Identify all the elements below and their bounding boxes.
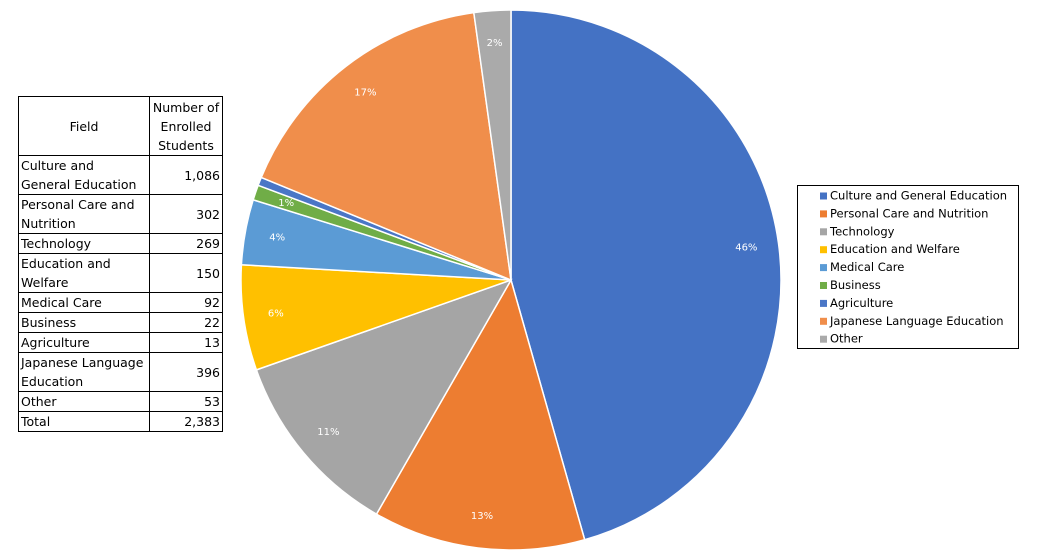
legend-label: Other: [830, 332, 863, 346]
slice-label: 1%: [278, 198, 294, 209]
slice-label: 17%: [354, 87, 376, 98]
table-cell: 1,086: [149, 155, 223, 195]
table-row: Field Number of Enrolled Students: [18, 96, 223, 156]
legend-swatch: [820, 192, 827, 200]
table-cell: 396: [149, 352, 223, 392]
pie-slice: [472, 9, 512, 281]
table-row: Agriculture 13: [18, 332, 223, 353]
table-cell: Field: [18, 96, 150, 156]
legend: Culture and General Education Personal Ca…: [797, 185, 1019, 349]
table-cell: Technology: [18, 233, 150, 254]
legend-label: Education and Welfare: [830, 242, 960, 256]
table-cell: Education and Welfare: [18, 253, 150, 293]
slice-label: 4%: [269, 233, 285, 244]
table-cell: 302: [149, 194, 223, 234]
table-row: Japanese Language Education 396: [18, 352, 223, 392]
legend-swatch: [820, 228, 827, 236]
legend-label: Agriculture: [830, 296, 893, 310]
legend-label: Culture and General Education: [830, 189, 1007, 203]
table-cell: Medical Care: [18, 292, 150, 313]
table-cell: 2,383: [149, 411, 223, 432]
table-row: Personal Care and Nutrition 302: [18, 194, 223, 234]
slice-label: 13%: [471, 511, 493, 522]
legend-swatch: [820, 317, 827, 325]
pie-slice: [255, 278, 513, 516]
table-cell: Japanese Language Education: [18, 352, 150, 392]
legend-swatch: [820, 335, 827, 343]
legend-box: [797, 185, 1019, 349]
table-row: Education and Welfare 150: [18, 253, 223, 293]
slice-label: 2%: [487, 38, 503, 49]
table-cell: Number of Enrolled Students: [149, 96, 223, 156]
table-cell: Agriculture: [18, 332, 150, 353]
pie: 46% 13% 11% 6% 4% 1% 17% 2%: [240, 9, 782, 551]
legend-swatch: [820, 246, 827, 254]
legend-label: Technology: [829, 224, 895, 238]
legend-swatch: [820, 210, 827, 218]
legend-label: Personal Care and Nutrition: [830, 206, 988, 220]
legend-label: Medical Care: [830, 260, 904, 274]
table-row: Technology 269: [18, 233, 223, 254]
table-row: Medical Care 92: [18, 292, 223, 313]
table-row: Culture and General Education 1,086: [18, 155, 223, 195]
slice-label: 46%: [735, 242, 757, 253]
table-cell: Personal Care and Nutrition: [18, 194, 150, 234]
pie-slice: [260, 11, 512, 282]
pie-slice: [510, 9, 782, 541]
legend-swatch: [820, 264, 827, 272]
table-cell: Culture and General Education: [18, 155, 150, 195]
legend-swatch: [820, 282, 827, 289]
pie-slice: [375, 278, 586, 551]
table-cell: 22: [149, 312, 223, 333]
table-cell: Total: [18, 411, 150, 432]
data-table: Field Number of Enrolled Students Culture …: [18, 96, 223, 432]
slice-label: 11%: [317, 427, 339, 438]
table-row: Business 22: [18, 312, 223, 333]
legend-swatch: [820, 299, 827, 307]
table-cell: Business: [18, 312, 150, 333]
table-row: Total 2,383: [18, 411, 223, 432]
legend-label: Japanese Language Education: [829, 314, 1004, 328]
legend-label: Business: [830, 278, 881, 292]
slice-label: 6%: [268, 308, 284, 319]
